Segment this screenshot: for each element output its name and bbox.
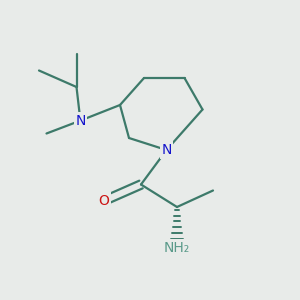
Text: O: O <box>98 194 109 208</box>
Text: NH₂: NH₂ <box>164 241 190 254</box>
Text: N: N <box>161 143 172 157</box>
Text: N: N <box>75 114 85 128</box>
